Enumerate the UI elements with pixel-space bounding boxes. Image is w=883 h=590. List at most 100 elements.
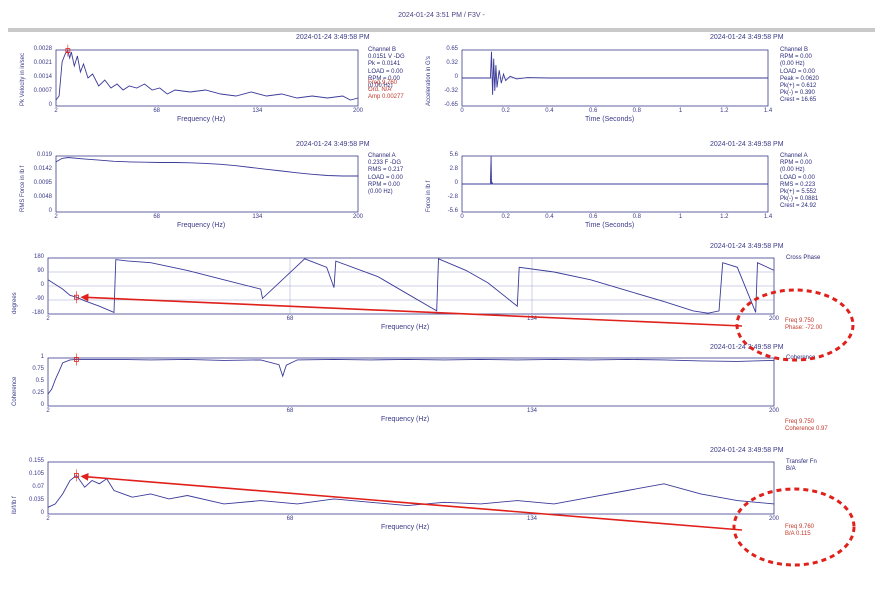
report-header: 2024-01-24 3:51 PM / F3V - [398,12,485,19]
pk-velocity-info-line: Pk = 0.0141 [368,61,401,68]
acceleration-xtick: 0.8 [632,108,642,114]
pk-velocity-ytick: 0.0014 [33,74,52,80]
pk-velocity-timestamp: 2024-01-24 3:49:58 PM [296,34,370,41]
transfer-fn-frame [47,461,775,515]
rms-force-xlabel: Frequency (Hz) [177,222,226,229]
phase-callout-arrow [80,293,743,327]
transfer-fn-readout-line: Freq 9.760 [785,524,815,530]
force-time-xtick: 0.4 [545,214,554,220]
cross-phase-xlabel: Frequency (Hz) [381,324,430,331]
force-time-xlabel: Time (Seconds) [585,222,635,229]
coherence-ytick: 0 [40,402,44,408]
pk-velocity-readout-line: Freq 9.760 [368,80,398,86]
acceleration-info-line: Pk(+) = 0.612 [780,83,817,90]
cross-phase-ytick: -180 [31,310,44,316]
pk-velocity-xlabel: Frequency (Hz) [177,116,226,123]
rms-force-info-line: RMS = 0.217 [368,167,404,174]
coherence-ytick: 0.25 [32,390,44,396]
pk-velocity-info: Channel B 0.0151 V -DG Pk = 0.0141 LOAD = 0… [368,47,405,90]
cross-phase-xtick: 200 [768,316,779,322]
coherence-readout-line: Freq 9.750 [785,419,815,425]
cross-phase-info: Cross Phase [786,255,820,262]
acceleration-info-line: (0.00 Hz) [780,61,805,68]
rms-force-info-line: LOAD = 0.00 [368,174,403,181]
pk-velocity-ytick: 0 [48,102,52,108]
rms-force-xtick: 134 [252,214,263,220]
coherence-ytick: 0.75 [32,366,44,372]
rms-force-ytick: 0.0048 [33,194,52,200]
acceleration-ytick: 0.32 [446,60,458,66]
rms-force-xtick: 200 [352,214,363,220]
acceleration-info-line: Peak = 0.0620 [780,75,819,82]
force-time-info-line: RMS = 0.223 [780,181,816,188]
force-time-xtick: 1.2 [720,214,729,220]
cross-phase-info-line: Cross Phase [786,255,821,261]
acceleration-ytick: 0 [454,74,458,80]
coherence-xlabel: Frequency (Hz) [381,416,430,423]
force-time-xtick: 1 [678,214,683,220]
transfer-fn-xtick: 2 [46,516,50,522]
acceleration-info-line: Channel B [780,47,809,53]
cross-phase-xtick: 134 [526,316,537,322]
transfer-fn-info-line: B/A [786,466,796,473]
rms-force-info-line: RPM = 0.00 [368,181,400,188]
pk-velocity-readout: Freq 9.760 Ord. N/A Amp 0.00277 [368,80,404,102]
coherence-series-line [47,358,775,395]
transfer-callout-arrow [80,472,743,531]
coherence-info-line: Coherence [786,355,816,361]
acceleration-ytick: 0.65 [446,46,458,52]
pk-velocity-frame [55,49,359,107]
force-time-info-line: (0.00 Hz) [780,167,805,174]
pk-velocity-readout-line: Ord. N/A [368,87,392,94]
cross-phase-ytick: 180 [33,254,44,260]
acceleration-ytick: -0.32 [444,88,458,94]
pk-velocity-info-line: (0.00 Hz) [368,83,393,90]
cross-phase-readout: Freq 9.750 Phase: -72.00 [785,318,822,332]
rms-force-ytick: 0.0142 [33,166,52,172]
force-time-series-line [462,156,768,185]
coherence-info: Coherence [786,355,815,362]
rms-force-ytick: 0 [48,208,52,214]
force-time-xtick: 0.6 [588,214,598,220]
pk-velocity-xtick: 68 [153,108,160,114]
force-time-info-line: RPM = 0.00 [780,160,812,167]
pk-velocity-info-line: RPM = 0.00 [368,75,400,82]
rms-force-info-line: 0.233 F -DG [368,160,402,167]
transfer-fn-timestamp: 2024-01-24 3:49:58 PM [710,447,784,454]
pk-velocity-ytick: 0.0021 [33,60,52,66]
cross-phase-readout-line: Phase: -72.00 [785,325,823,332]
force-time-ytick: 0 [454,180,458,186]
pk-velocity-readout-line: Amp 0.00277 [368,94,404,101]
coherence-readout-line: Coherence 0.97 [785,426,828,433]
transfer-fn-xtick: 134 [526,516,537,522]
pk-velocity-xtick: 134 [252,108,263,114]
cross-phase-timestamp: 2024-01-24 3:49:58 PM [710,243,784,250]
acceleration-timestamp: 2024-01-24 3:49:58 PM [710,34,784,41]
force-time-xtick: 0 [460,214,464,220]
pk-velocity-info-line: Channel B [368,47,397,53]
coherence-xtick: 68 [286,408,294,414]
rms-force-info: Channel A 0.233 F -DG RMS = 0.217 LOAD = 0.… [368,153,403,196]
transfer-fn-ytick: 0 [40,510,44,516]
coherence-readout: Freq 9.750 Coherence 0.97 [785,419,828,433]
force-time-xtick: 0.8 [632,214,642,220]
transfer-fn-series-line [47,474,775,508]
transfer-fn-ytick: 0.035 [28,497,44,503]
cross-phase-ytick: 90 [37,268,44,274]
acceleration-xtick: 1.4 [763,108,773,114]
rms-force-info-line: Channel A [368,153,396,159]
force-time-info-line: Crest = 24.92 [780,203,817,210]
force-time-timestamp: 2024-01-24 3:49:58 PM [710,141,784,148]
acceleration-xlabel: Time (Seconds) [585,116,635,123]
coherence-xtick: 200 [768,408,779,414]
rms-force-series-line [55,157,358,177]
pk-velocity-ytick: 0.0028 [33,46,52,52]
rms-force-ytick: 0.019 [36,152,52,158]
